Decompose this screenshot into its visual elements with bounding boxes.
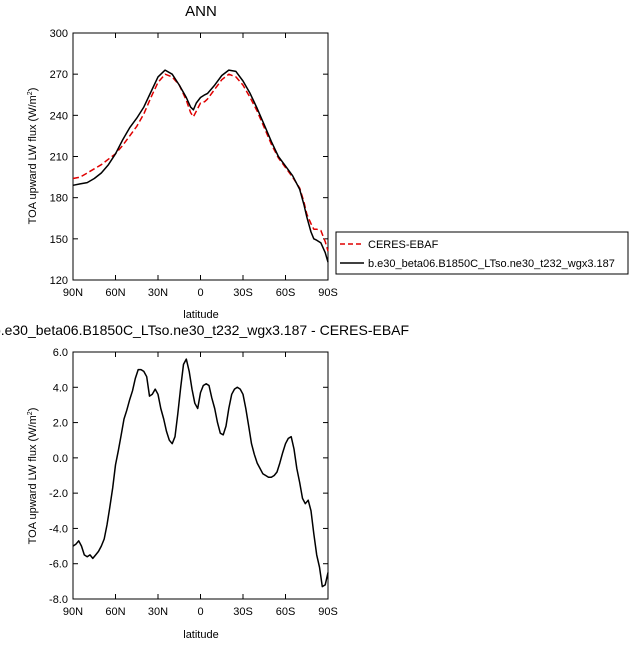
y-axis-label-text-top: TOA upward LW flux (W/m	[27, 95, 39, 224]
x-tick-label: 90N	[63, 287, 83, 299]
legend-box	[335, 231, 629, 275]
y-tick-label: 6.0	[53, 347, 68, 359]
y-axis-label-bottom: TOA upward LW flux (W/m2)	[27, 408, 39, 545]
y-tick-label: 150	[50, 234, 68, 246]
y-tick-label: 2.0	[53, 418, 68, 430]
y-tick-label: 120	[50, 275, 68, 287]
series-line-0-0	[72, 73, 329, 252]
y-axis-ticks-top: 120 150 180 210 240 270 300	[50, 28, 328, 287]
x-tick-label: 60S	[276, 287, 296, 299]
y-tick-label: 240	[50, 110, 68, 122]
x-axis-label-top: latitude	[183, 309, 218, 321]
x-tick-label: 90S	[318, 287, 338, 299]
legend: CERES-EBAF b.e30_beta06.B1850C_LTso.ne30…	[335, 231, 629, 275]
legend-label-ceres: CERES-EBAF	[368, 239, 439, 251]
y-axis-label-text-bottom: TOA upward LW flux (W/m	[27, 415, 39, 544]
y-tick-label: 4.0	[53, 382, 68, 394]
y-tick-label: -2.0	[49, 488, 68, 500]
y-tick-label: -6.0	[49, 559, 68, 571]
y-tick-label: 300	[50, 28, 68, 40]
x-tick-label: 0	[197, 287, 203, 299]
x-tick-label: 0	[197, 606, 203, 618]
y-axis-label-close-top: )	[27, 88, 39, 92]
x-tick-label: 90N	[63, 606, 83, 618]
chart-panel-bottom: b.e30_beta06.B1850C_LTso.ne30_t232_wgx3.…	[0, 322, 409, 641]
y-tick-label: 0.0	[53, 453, 68, 465]
series-line-0-1	[72, 69, 329, 263]
chart-title-top: ANN	[185, 3, 217, 20]
y-tick-label: 210	[50, 152, 68, 164]
x-tick-label: 30S	[233, 606, 253, 618]
y-tick-label: -8.0	[49, 594, 68, 606]
x-axis-ticks-bottom: 90N 60N 30N 0 30S 60S 90S	[63, 352, 338, 618]
x-tick-label: 60S	[276, 606, 296, 618]
x-tick-label: 30N	[148, 606, 168, 618]
y-axis-label-close-bottom: )	[27, 408, 39, 412]
y-axis-label-top: TOA upward LW flux (W/m2)	[27, 88, 39, 225]
y-axis-ticks-bottom: -8.0 -6.0 -4.0 -2.0 0.0 2.0 4.0 6.0	[49, 347, 328, 606]
y-tick-label: 180	[50, 193, 68, 205]
series-lines-bottom	[72, 358, 329, 588]
x-axis-ticks-top: 90N 60N 30N 0 30S 60S 90S	[63, 33, 338, 299]
x-tick-label: 60N	[105, 606, 125, 618]
x-tick-label: 60N	[105, 287, 125, 299]
y-axis-label-sup-top: 2	[27, 91, 34, 95]
plot-frame-top	[72, 32, 329, 281]
y-tick-label: -4.0	[49, 523, 68, 535]
y-tick-label: 270	[50, 69, 68, 81]
x-tick-label: 90S	[318, 606, 338, 618]
chart-title-bottom: b.e30_beta06.B1850C_LTso.ne30_t232_wgx3.…	[0, 322, 409, 338]
x-tick-label: 30S	[233, 287, 253, 299]
series-lines-top	[72, 69, 329, 263]
chart-panel-top: ANN 120 150 180 210 240 270 300 90N 60N 30N 0 30S 6…	[27, 3, 629, 321]
legend-label-model: b.e30_beta06.B1850C_LTso.ne30_t232_wgx3.…	[368, 258, 615, 270]
x-axis-label-bottom: latitude	[183, 629, 218, 641]
series-line-1-0	[72, 358, 329, 588]
y-axis-label-sup-bottom: 2	[27, 411, 34, 415]
plot-frame-bottom	[72, 351, 329, 600]
x-tick-label: 30N	[148, 287, 168, 299]
